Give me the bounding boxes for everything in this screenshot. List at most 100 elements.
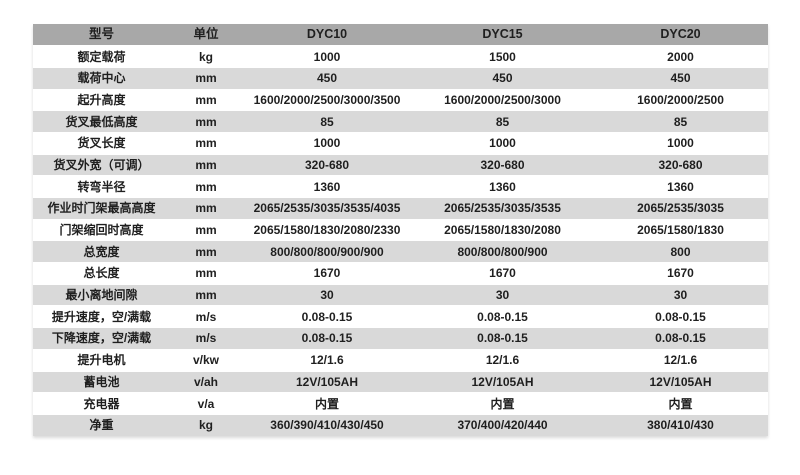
value-dyc15: 2065/2535/3035/3535 xyxy=(412,197,593,220)
row-label: 载荷中心 xyxy=(33,67,170,90)
table-row: 最小离地间隙 mm 30 30 30 xyxy=(33,284,768,307)
table-row: 充电器 v/a 内置 内置 内置 xyxy=(33,392,768,415)
value-dyc20: 2000 xyxy=(593,45,768,68)
value-dyc10: 2065/1580/1830/2080/2330 xyxy=(242,219,412,242)
value-dyc10: 800/800/800/900/900 xyxy=(242,240,412,264)
value-dyc20: 380/410/430 xyxy=(593,414,768,437)
value-dyc10: 450 xyxy=(242,67,412,90)
value-dyc10: 320-680 xyxy=(242,154,412,177)
row-label: 净重 xyxy=(33,414,170,437)
value-dyc15: 1360 xyxy=(412,175,593,198)
unit-cell: v/a xyxy=(170,392,242,415)
value-dyc15: 1600/2000/2500/3000 xyxy=(412,89,593,112)
unit-cell: mm xyxy=(170,110,242,133)
value-dyc20: 320-680 xyxy=(593,154,768,177)
row-label: 货叉长度 xyxy=(33,132,170,155)
value-dyc15: 1670 xyxy=(412,262,593,285)
value-dyc15: 320-680 xyxy=(412,154,593,177)
value-dyc15: 370/400/420/440 xyxy=(412,414,593,437)
row-label: 作业时门架最高高度 xyxy=(33,197,170,220)
unit-cell: kg xyxy=(170,414,242,437)
row-label: 起升高度 xyxy=(33,89,170,112)
row-label: 蓄电池 xyxy=(33,371,170,394)
row-label: 总宽度 xyxy=(33,240,170,264)
value-dyc20: 内置 xyxy=(593,392,768,415)
value-dyc15: 800/800/800/900 xyxy=(412,240,593,264)
header-row: 型号 单位 DYC10 DYC15 DYC20 xyxy=(33,24,768,47)
value-dyc20: 12/1.6 xyxy=(593,349,768,372)
value-dyc20: 30 xyxy=(593,284,768,307)
unit-cell: v/ah xyxy=(170,371,242,394)
row-label: 下降速度，空/满载 xyxy=(33,327,170,350)
unit-cell: v/kw xyxy=(170,349,242,372)
value-dyc10: 1360 xyxy=(242,175,412,198)
value-dyc20: 800 xyxy=(593,240,768,264)
value-dyc20: 85 xyxy=(593,110,768,133)
unit-cell: kg xyxy=(170,45,242,68)
table-row: 载荷中心 mm 450 450 450 xyxy=(33,67,768,90)
unit-cell: m/s xyxy=(170,327,242,350)
header-unit: 单位 xyxy=(170,24,242,47)
unit-cell: mm xyxy=(170,262,242,285)
value-dyc15: 内置 xyxy=(412,392,593,415)
unit-cell: mm xyxy=(170,89,242,112)
value-dyc10: 0.08-0.15 xyxy=(242,327,412,350)
value-dyc20: 1600/2000/2500 xyxy=(593,89,768,112)
value-dyc15: 1500 xyxy=(412,45,593,68)
value-dyc20: 1670 xyxy=(593,262,768,285)
value-dyc10: 12/1.6 xyxy=(242,349,412,372)
unit-cell: mm xyxy=(170,197,242,220)
row-label: 最小离地间隙 xyxy=(33,284,170,307)
header-dyc15: DYC15 xyxy=(412,24,593,47)
row-label: 总长度 xyxy=(33,262,170,285)
table-row: 起升高度 mm 1600/2000/2500/3000/3500 1600/2000/… xyxy=(33,89,768,112)
value-dyc15: 12/1.6 xyxy=(412,349,593,372)
row-label: 提升电机 xyxy=(33,349,170,372)
value-dyc20: 1000 xyxy=(593,132,768,155)
table-row: 作业时门架最高高度 mm 2065/2535/3035/3535/4035 2065/… xyxy=(33,197,768,220)
row-label: 货叉外宽（可调） xyxy=(33,154,170,177)
value-dyc15: 12V/105AH xyxy=(412,371,593,394)
table-row: 蓄电池 v/ah 12V/105AH 12V/105AH 12V/105AH xyxy=(33,371,768,394)
row-label: 额定载荷 xyxy=(33,45,170,68)
row-label: 充电器 xyxy=(33,392,170,415)
value-dyc15: 450 xyxy=(412,67,593,90)
unit-cell: mm xyxy=(170,284,242,307)
value-dyc10: 1000 xyxy=(242,132,412,155)
value-dyc15: 2065/1580/1830/2080 xyxy=(412,219,593,242)
value-dyc10: 1000 xyxy=(242,45,412,68)
value-dyc20: 0.08-0.15 xyxy=(593,327,768,350)
value-dyc20: 2065/2535/3035 xyxy=(593,197,768,220)
value-dyc20: 12V/105AH xyxy=(593,371,768,394)
row-label: 转弯半径 xyxy=(33,175,170,198)
table-row: 额定载荷 kg 1000 1500 2000 xyxy=(33,45,768,68)
header-dyc10: DYC10 xyxy=(242,24,412,47)
table-row: 门架缩回时高度 mm 2065/1580/1830/2080/2330 2065/15… xyxy=(33,219,768,242)
table-row: 提升速度，空/满载 m/s 0.08-0.15 0.08-0.15 0.08-0.15 xyxy=(33,305,768,329)
table-row: 净重 kg 360/390/410/430/450 370/400/420/440 38… xyxy=(33,414,768,437)
row-label: 提升速度，空/满载 xyxy=(33,305,170,329)
unit-cell: m/s xyxy=(170,305,242,329)
spec-table: 型号 单位 DYC10 DYC15 DYC20 额定载荷 kg 1000 1500 20… xyxy=(33,24,768,437)
spec-table-body: 额定载荷 kg 1000 1500 2000 载荷中心 mm 450 450 450 起升高度 mm 1… xyxy=(33,45,768,437)
unit-cell: mm xyxy=(170,132,242,155)
value-dyc10: 1670 xyxy=(242,262,412,285)
value-dyc10: 1600/2000/2500/3000/3500 xyxy=(242,89,412,112)
table-row: 货叉长度 mm 1000 1000 1000 xyxy=(33,132,768,155)
value-dyc15: 30 xyxy=(412,284,593,307)
value-dyc20: 1360 xyxy=(593,175,768,198)
value-dyc10: 12V/105AH xyxy=(242,371,412,394)
value-dyc15: 1000 xyxy=(412,132,593,155)
table-row: 下降速度，空/满载 m/s 0.08-0.15 0.08-0.15 0.08-0.15 xyxy=(33,327,768,350)
value-dyc20: 450 xyxy=(593,67,768,90)
table-row: 总宽度 mm 800/800/800/900/900 800/800/800/900 8… xyxy=(33,240,768,264)
table-row: 转弯半径 mm 1360 1360 1360 xyxy=(33,175,768,198)
value-dyc20: 2065/1580/1830 xyxy=(593,219,768,242)
table-row: 货叉外宽（可调） mm 320-680 320-680 320-680 xyxy=(33,154,768,177)
value-dyc10: 2065/2535/3035/3535/4035 xyxy=(242,197,412,220)
unit-cell: mm xyxy=(170,219,242,242)
unit-cell: mm xyxy=(170,67,242,90)
value-dyc10: 85 xyxy=(242,110,412,133)
header-dyc20: DYC20 xyxy=(593,24,768,47)
unit-cell: mm xyxy=(170,154,242,177)
